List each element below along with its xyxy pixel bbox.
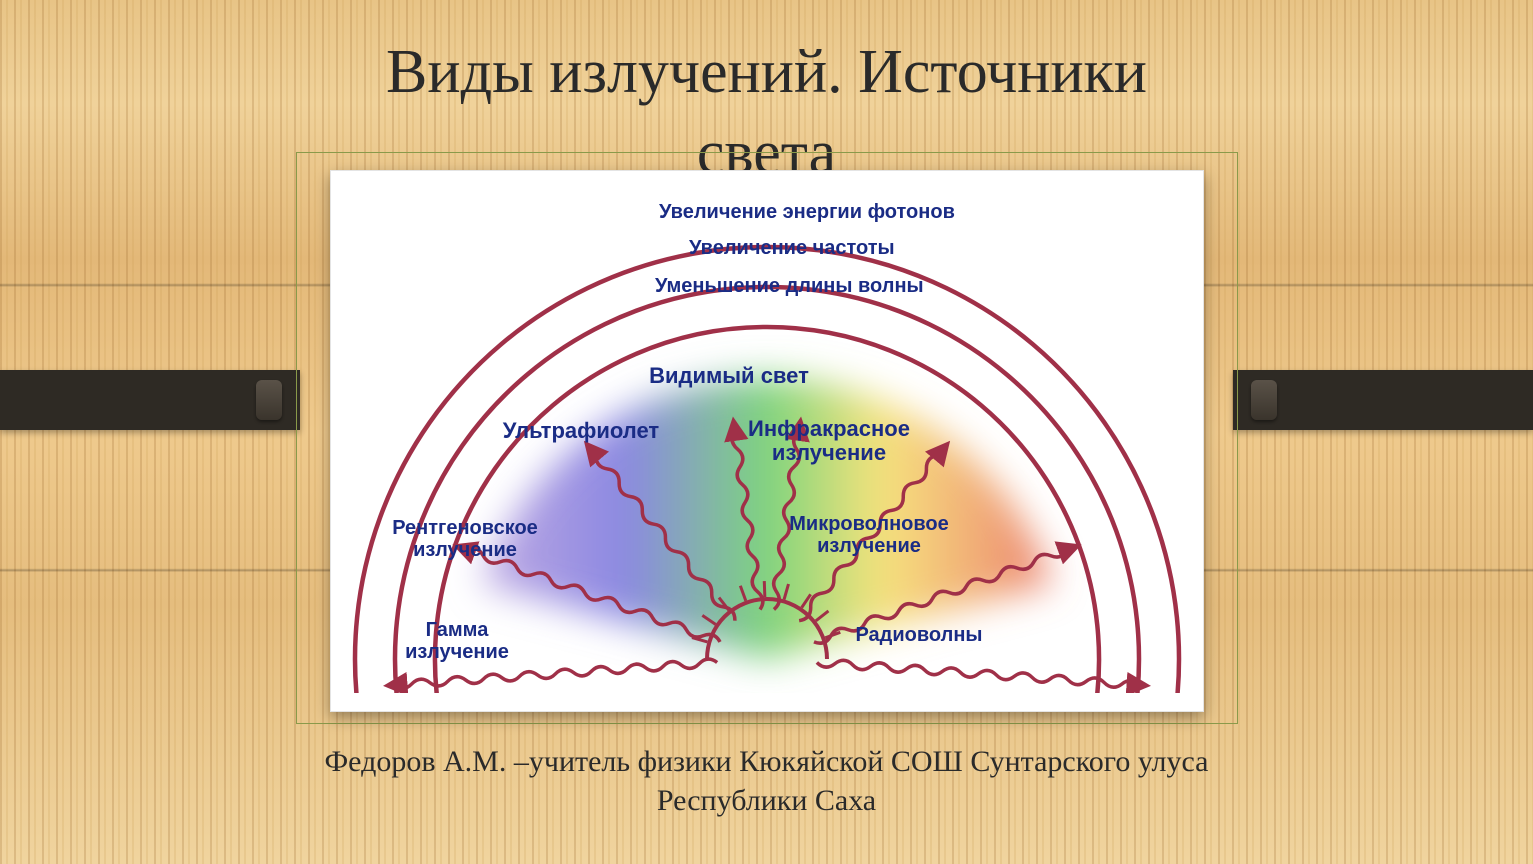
arc-label-outer: Увеличение энергии фотонов bbox=[659, 201, 955, 224]
caption-line-2: Республики Саха bbox=[657, 784, 876, 817]
decor-bar-left bbox=[0, 370, 300, 430]
label-uv: Ультрафиолет bbox=[481, 419, 681, 443]
label-ir: Инфракрасное излучение bbox=[729, 417, 929, 465]
decor-bar-right bbox=[1233, 370, 1533, 430]
sun-ray bbox=[764, 581, 765, 597]
author-caption: Федоров А.М. –учитель физики Кюкяйской С… bbox=[0, 742, 1533, 820]
arc-label-middle: Увеличение частоты bbox=[689, 237, 895, 260]
label-radio: Радиоволны bbox=[829, 624, 1009, 646]
title-line-1: Виды излучений. Источники bbox=[386, 38, 1147, 106]
label-xray: Рентгеновское излучение bbox=[370, 517, 560, 561]
decor-knob-left bbox=[256, 380, 282, 420]
label-micro: Микроволновое излучение bbox=[769, 513, 969, 557]
em-spectrum-diagram: Увеличение энергии фотонов Увеличение ча… bbox=[349, 189, 1185, 693]
caption-line-1: Федоров А.М. –учитель физики Кюкяйской С… bbox=[324, 745, 1208, 778]
label-visible: Видимый свет bbox=[649, 364, 809, 388]
diagram-card: Увеличение энергии фотонов Увеличение ча… bbox=[330, 170, 1204, 712]
arc-label-inner: Уменьшение длины волны bbox=[655, 275, 924, 298]
label-gamma: Гамма излучение bbox=[377, 619, 537, 663]
decor-knob-right bbox=[1251, 380, 1277, 420]
